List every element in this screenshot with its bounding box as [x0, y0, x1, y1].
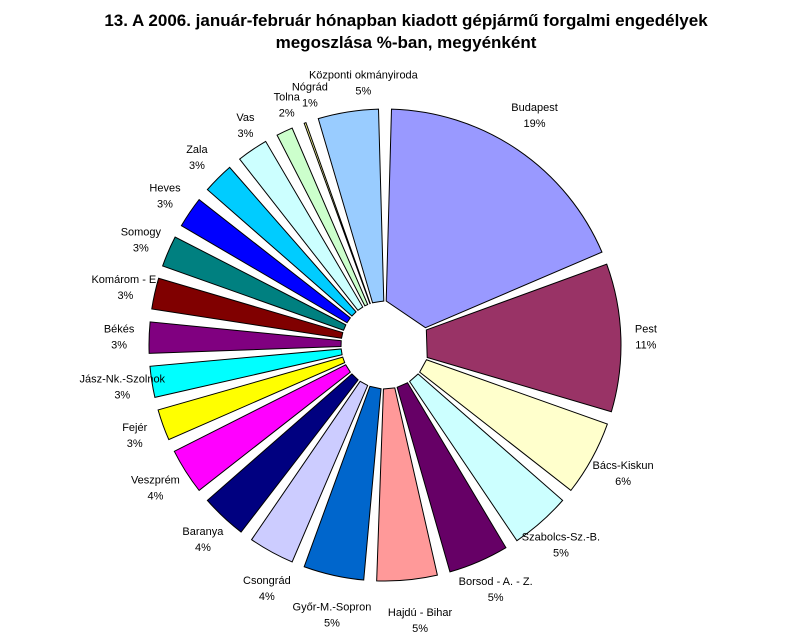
label-veszprem: Veszprém 4%	[131, 475, 180, 503]
label-gyor-m-sopron: Győr-M.-Sopron 5%	[293, 602, 372, 630]
label-jasz-nk-szolnok: Jász-Nk.-Szolnok 3%	[79, 374, 165, 402]
label-hajdu-bihar: Hajdú - Bihar 5%	[388, 607, 453, 635]
slice-budapest	[385, 108, 603, 329]
pie-slices	[148, 108, 622, 582]
slice-somogy	[162, 236, 347, 331]
label-bekes: Békés 3%	[104, 324, 135, 352]
slice-baranya	[206, 373, 359, 533]
label-name: Budapest	[511, 102, 557, 114]
label-zala: Zala 3%	[186, 144, 208, 172]
label-name: Borsod - A. - Z.	[459, 576, 533, 588]
slice-kozponti-okmanyiroda	[317, 108, 385, 304]
label-borsod-a-z: Borsod - A. - Z. 5%	[459, 576, 533, 604]
label-name: Somogy	[121, 226, 162, 238]
label-percent: 3%	[157, 198, 173, 210]
label-percent: 4%	[147, 491, 163, 503]
slice-borsod-a-z	[396, 382, 507, 573]
slice-veszprem	[173, 364, 352, 492]
label-vas: Vas 3%	[236, 112, 255, 140]
label-name: Csongrád	[243, 575, 291, 587]
label-somogy: Somogy 3%	[121, 226, 162, 254]
chart-title-line2: megoszlása %-ban, megyénként	[275, 33, 537, 52]
label-pest: Pest 11%	[635, 324, 657, 352]
label-percent: 6%	[615, 476, 631, 488]
slice-nograd	[303, 122, 371, 305]
slice-komarom-e	[151, 277, 344, 339]
chart-title: 13. A 2006. január-február hónapban kiad…	[0, 10, 812, 54]
label-name: Veszprém	[131, 475, 180, 487]
label-percent: 1%	[302, 98, 318, 110]
label-name: Nógrád	[292, 82, 328, 94]
label-name: Vas	[236, 112, 255, 124]
label-percent: 3%	[238, 128, 254, 140]
label-fejer: Fejér 3%	[122, 422, 147, 450]
label-percent: 19%	[523, 118, 545, 130]
chart-title-line1: 13. A 2006. január-február hónapban kiad…	[104, 11, 708, 30]
label-name: Heves	[149, 182, 181, 194]
slice-hajdu-bihar	[376, 387, 438, 582]
label-name: Pest	[635, 324, 657, 336]
label-name: Bács-Kiskun	[593, 460, 654, 472]
label-name: Komárom - E.	[91, 274, 159, 286]
label-name: Szabolcs-Sz.-B.	[522, 532, 600, 544]
label-percent: 2%	[279, 107, 295, 119]
label-percent: 3%	[189, 160, 205, 172]
label-kozponti-okmanyiroda: Központi okmányiroda 5%	[309, 69, 419, 97]
label-komarom-e: Komárom - E. 3%	[91, 274, 159, 302]
slice-vas	[238, 140, 364, 312]
label-percent: 3%	[117, 290, 133, 302]
label-name: Fejér	[122, 422, 147, 434]
label-percent: 5%	[553, 548, 569, 560]
slice-gyor-m-sopron	[303, 385, 382, 581]
label-name: Hajdú - Bihar	[388, 607, 453, 619]
label-tolna: Tolna 2%	[274, 91, 301, 119]
label-baranya: Baranya 4%	[182, 526, 224, 554]
label-percent: 5%	[324, 618, 340, 630]
slice-zala	[206, 166, 357, 317]
label-name: Baranya	[182, 526, 224, 538]
slice-pest	[425, 263, 622, 413]
label-percent: 5%	[412, 623, 428, 635]
label-name: Zala	[186, 144, 208, 156]
label-nograd: Nógrád 1%	[292, 82, 328, 110]
label-percent: 3%	[127, 438, 143, 450]
label-percent: 3%	[133, 242, 149, 254]
label-percent: 5%	[355, 85, 371, 97]
label-percent: 4%	[259, 591, 275, 603]
label-percent: 3%	[114, 390, 130, 402]
slice-jasz-nk-szolnok	[149, 348, 343, 398]
slice-bacs-kiskun	[419, 359, 608, 492]
label-budapest: Budapest 19%	[511, 102, 557, 130]
pie-labels: Budapest 19% Pest 11% Bács-Kiskun 6% Szabolcs-…	[79, 69, 656, 635]
label-name: Tolna	[274, 91, 301, 103]
label-name: Jász-Nk.-Szolnok	[79, 374, 165, 386]
label-bacs-kiskun: Bács-Kiskun 6%	[593, 460, 654, 488]
slice-bekes	[148, 321, 342, 354]
label-csongrad: Csongrád 4%	[243, 575, 291, 603]
label-name: Győr-M.-Sopron	[293, 602, 372, 614]
label-szabolcs-sz-b: Szabolcs-Sz.-B. 5%	[522, 532, 600, 560]
slice-fejer	[157, 356, 346, 441]
slice-szabolcs-sz-b	[408, 373, 564, 542]
label-percent: 3%	[111, 340, 127, 352]
slice-csongrad	[250, 380, 369, 563]
label-name: Központi okmányiroda	[309, 69, 419, 81]
label-name: Békés	[104, 324, 135, 336]
label-heves: Heves 3%	[149, 182, 181, 210]
slice-tolna	[276, 127, 369, 307]
label-percent: 4%	[195, 542, 211, 554]
label-percent: 5%	[488, 592, 504, 604]
slice-heves	[180, 198, 352, 324]
label-percent: 11%	[635, 340, 656, 352]
